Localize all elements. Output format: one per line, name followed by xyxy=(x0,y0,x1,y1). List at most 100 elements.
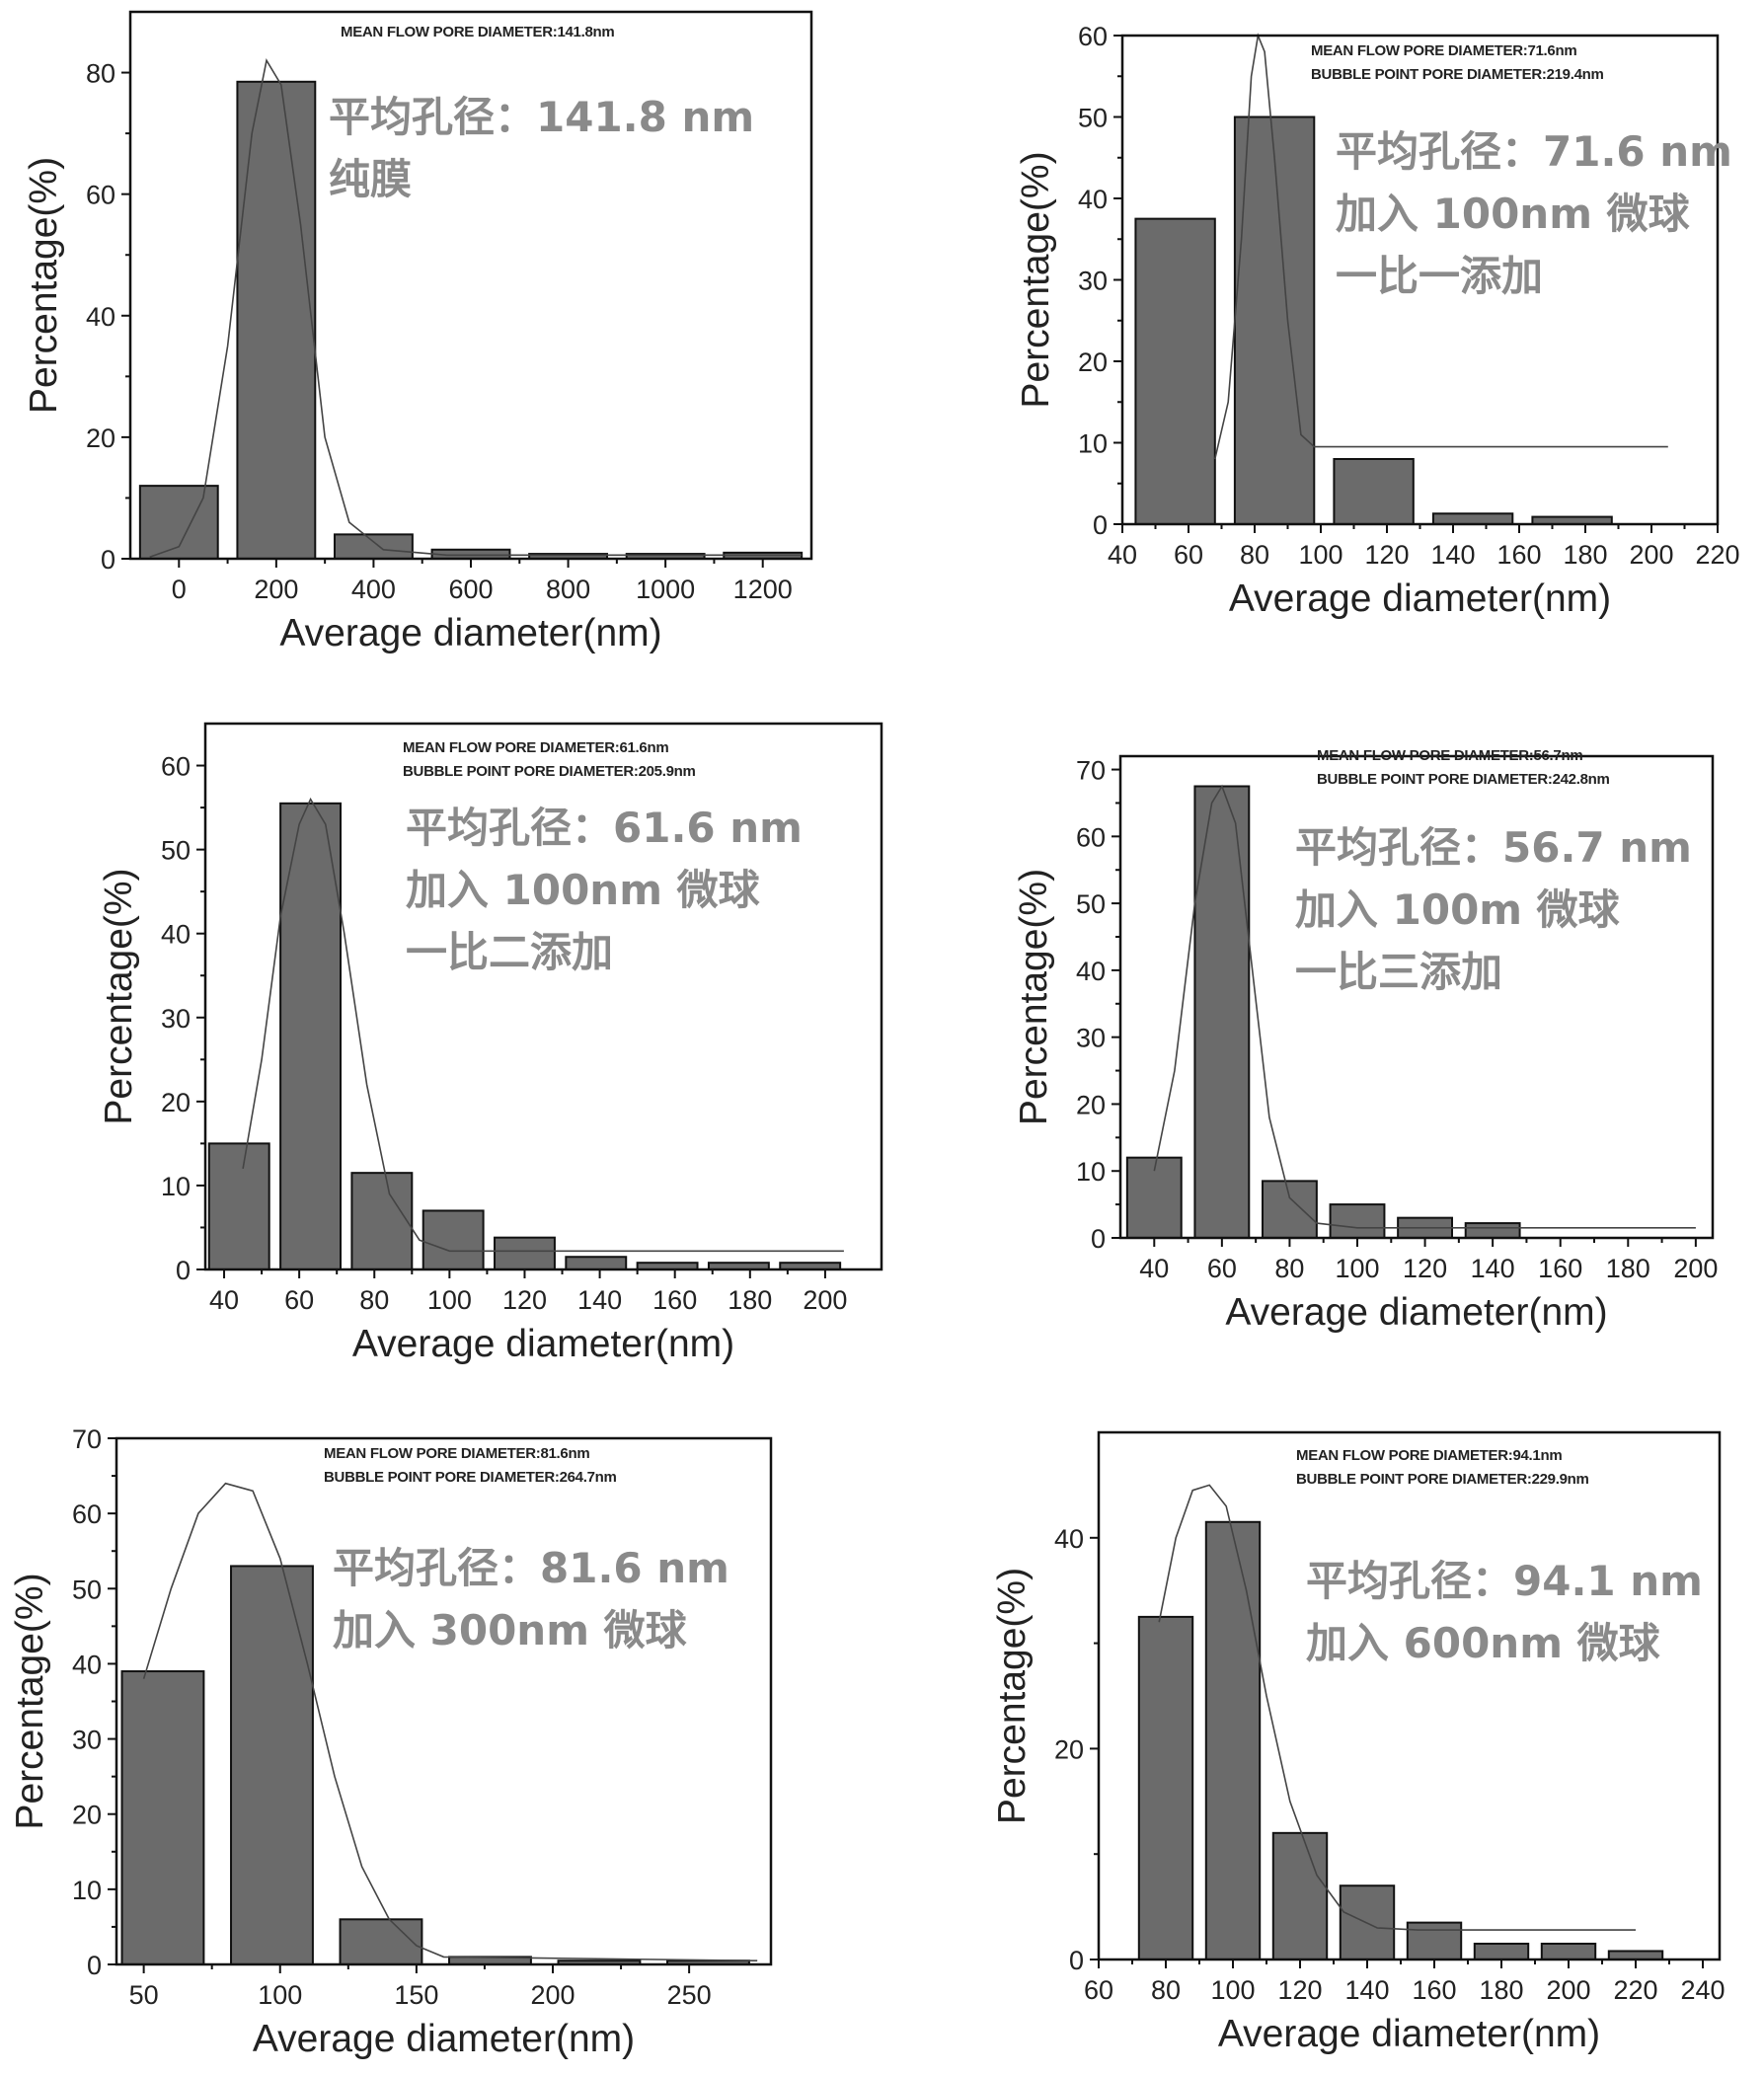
chart-panel-2: 40 60 80 100 120 140 160 180 200 220 0 10 20 30 40 50 60… xyxy=(981,0,1764,691)
x-tick-label: 400 xyxy=(351,575,396,604)
x-tick-label: 200 xyxy=(1629,540,1673,570)
x-tick-label: 60 xyxy=(1207,1254,1237,1283)
x-tick-label: 800 xyxy=(546,575,590,604)
bar-6 xyxy=(565,1256,628,1271)
annotation-line-3: 一比一添加 xyxy=(1336,252,1543,300)
y-tick-label: 60 xyxy=(1078,22,1108,51)
annotation-line-1: 平均孔径：56.7 nm xyxy=(1295,823,1692,872)
bar-3 xyxy=(334,533,414,561)
bar-3 xyxy=(350,1172,414,1270)
x-tick-label: 100 xyxy=(1335,1254,1379,1283)
y-tick-label: 20 xyxy=(86,423,115,453)
y-tick-label: 20 xyxy=(1078,347,1108,377)
x-tick-label: 80 xyxy=(1240,540,1269,570)
bar-2 xyxy=(1204,1520,1262,1960)
y-tick-label: 60 xyxy=(1076,822,1106,852)
chart-panel-4: 40 60 80 100 120 140 160 180 200 0 10 20 30 40 50 60 70 A… xyxy=(981,691,1764,1382)
info-line-2: BUBBLE POINT PORE DIAMETER:219.4nm xyxy=(1311,66,1604,83)
y-tick-label: 60 xyxy=(86,181,115,210)
x-tick-label: 220 xyxy=(1695,540,1739,570)
y-tick-label: 60 xyxy=(72,1499,102,1529)
chart-svg-6: 60 80 100 120 140 160 180 200 220 240 0 20 40 Average… xyxy=(991,1430,1726,2055)
y-tick-label: 30 xyxy=(1078,267,1108,296)
x-tick-label: 200 xyxy=(530,1980,575,2010)
y-tick-label: 20 xyxy=(1054,1734,1084,1764)
x-tick-label: 40 xyxy=(209,1285,239,1315)
plot-frame xyxy=(203,722,883,1271)
info-line-1: MEAN FLOW PORE DIAMETER:71.6nm xyxy=(1311,42,1576,59)
y-tick-label: 0 xyxy=(1091,1224,1106,1254)
x-tick-label: 140 xyxy=(1430,540,1475,570)
y-tick-label: 30 xyxy=(1076,1024,1106,1053)
y-tick-label: 50 xyxy=(161,836,191,866)
annotation-line-3: 一比二添加 xyxy=(406,928,613,976)
x-tick-label: 100 xyxy=(427,1285,472,1315)
bar-1 xyxy=(120,1670,205,1965)
annotation-line-2: 加入 100m 微球 xyxy=(1295,885,1621,934)
y-tick-label: 40 xyxy=(1076,957,1106,986)
annotation-line-2: 加入 600nm 微球 xyxy=(1306,1619,1661,1667)
plot-frame xyxy=(1118,754,1715,1240)
x-tick-label: 140 xyxy=(1344,1975,1389,2005)
x-tick-label: 40 xyxy=(1139,1254,1169,1283)
x-tick-label: 120 xyxy=(1403,1254,1447,1283)
x-tick-label: 60 xyxy=(284,1285,314,1315)
x-tick-label: 200 xyxy=(1546,1975,1590,2005)
annotation-line-1: 平均孔径：61.6 nm xyxy=(406,804,803,852)
annotation-line-1: 平均孔径：81.6 nm xyxy=(333,1544,729,1592)
info-line-1: MEAN FLOW PORE DIAMETER:141.8nm xyxy=(341,24,614,40)
y-tick-label: 50 xyxy=(72,1575,102,1604)
x-tick-label: 250 xyxy=(667,1980,712,2010)
fit-curve xyxy=(149,58,803,558)
x-tick-label: 80 xyxy=(359,1285,389,1315)
info-line-2: BUBBLE POINT PORE DIAMETER:242.8nm xyxy=(1317,771,1610,788)
x-tick-label: 150 xyxy=(394,1980,438,2010)
x-tick-label: 1200 xyxy=(733,575,793,604)
y-tick-label: 30 xyxy=(161,1004,191,1034)
x-tick-label: 200 xyxy=(803,1285,847,1315)
info-line-1: MEAN FLOW PORE DIAMETER:61.6nm xyxy=(403,739,668,756)
bar-4 xyxy=(422,1209,485,1271)
y-tick-label: 0 xyxy=(1069,1946,1084,1975)
y-tick-label: 10 xyxy=(72,1876,102,1905)
chart-svg-4: 40 60 80 100 120 140 160 180 200 0 10 20 30 40 50 60 70 A… xyxy=(1013,747,1718,1334)
x-axis-label: Average diameter(nm) xyxy=(1229,577,1611,620)
y-tick-label: 30 xyxy=(72,1726,102,1755)
bar-4 xyxy=(1329,1203,1386,1239)
x-tick-label: 140 xyxy=(577,1285,622,1315)
x-tick-label: 120 xyxy=(502,1285,547,1315)
x-tick-label: 0 xyxy=(172,575,187,604)
y-axis-label: Percentage(%) xyxy=(23,157,65,414)
x-tick-label: 140 xyxy=(1471,1254,1515,1283)
bar-3 xyxy=(1271,1831,1329,1960)
y-axis-label: Percentage(%) xyxy=(1013,869,1055,1125)
annotation-line-2: 加入 100nm 微球 xyxy=(406,866,761,914)
fit-curve xyxy=(1153,784,1696,1229)
plot-frame xyxy=(115,1436,773,1966)
x-tick-label: 180 xyxy=(1606,1254,1650,1283)
bar-6 xyxy=(1473,1942,1530,1960)
y-axis-label: Percentage(%) xyxy=(9,1573,51,1829)
annotation-line-3: 一比三添加 xyxy=(1295,948,1502,996)
y-tick-label: 40 xyxy=(161,920,191,950)
bar-5 xyxy=(494,1236,556,1271)
y-tick-label: 40 xyxy=(1078,185,1108,214)
annotation-line-1: 平均孔径：94.1 nm xyxy=(1306,1557,1703,1605)
x-tick-label: 240 xyxy=(1680,1975,1725,2005)
chart-panel-6: 60 80 100 120 140 160 180 200 220 240 0 20 40 Average… xyxy=(948,1382,1764,2070)
x-tick-label: 160 xyxy=(1538,1254,1582,1283)
x-tick-label: 200 xyxy=(254,575,298,604)
x-tick-label: 80 xyxy=(1274,1254,1304,1283)
bar-3 xyxy=(339,1918,423,1965)
bar-1 xyxy=(138,485,219,560)
bar-1 xyxy=(207,1142,270,1270)
y-tick-label: 0 xyxy=(87,1951,102,1980)
bar-6 xyxy=(1464,1222,1521,1239)
x-tick-label: 180 xyxy=(728,1285,772,1315)
x-tick-label: 120 xyxy=(1364,540,1409,570)
info-line-1: MEAN FLOW PORE DIAMETER:94.1nm xyxy=(1296,1447,1562,1464)
x-tick-label: 180 xyxy=(1563,540,1607,570)
bar-2 xyxy=(236,80,317,561)
y-tick-label: 40 xyxy=(1054,1524,1084,1554)
x-axis-label: Average diameter(nm) xyxy=(253,2018,635,2060)
